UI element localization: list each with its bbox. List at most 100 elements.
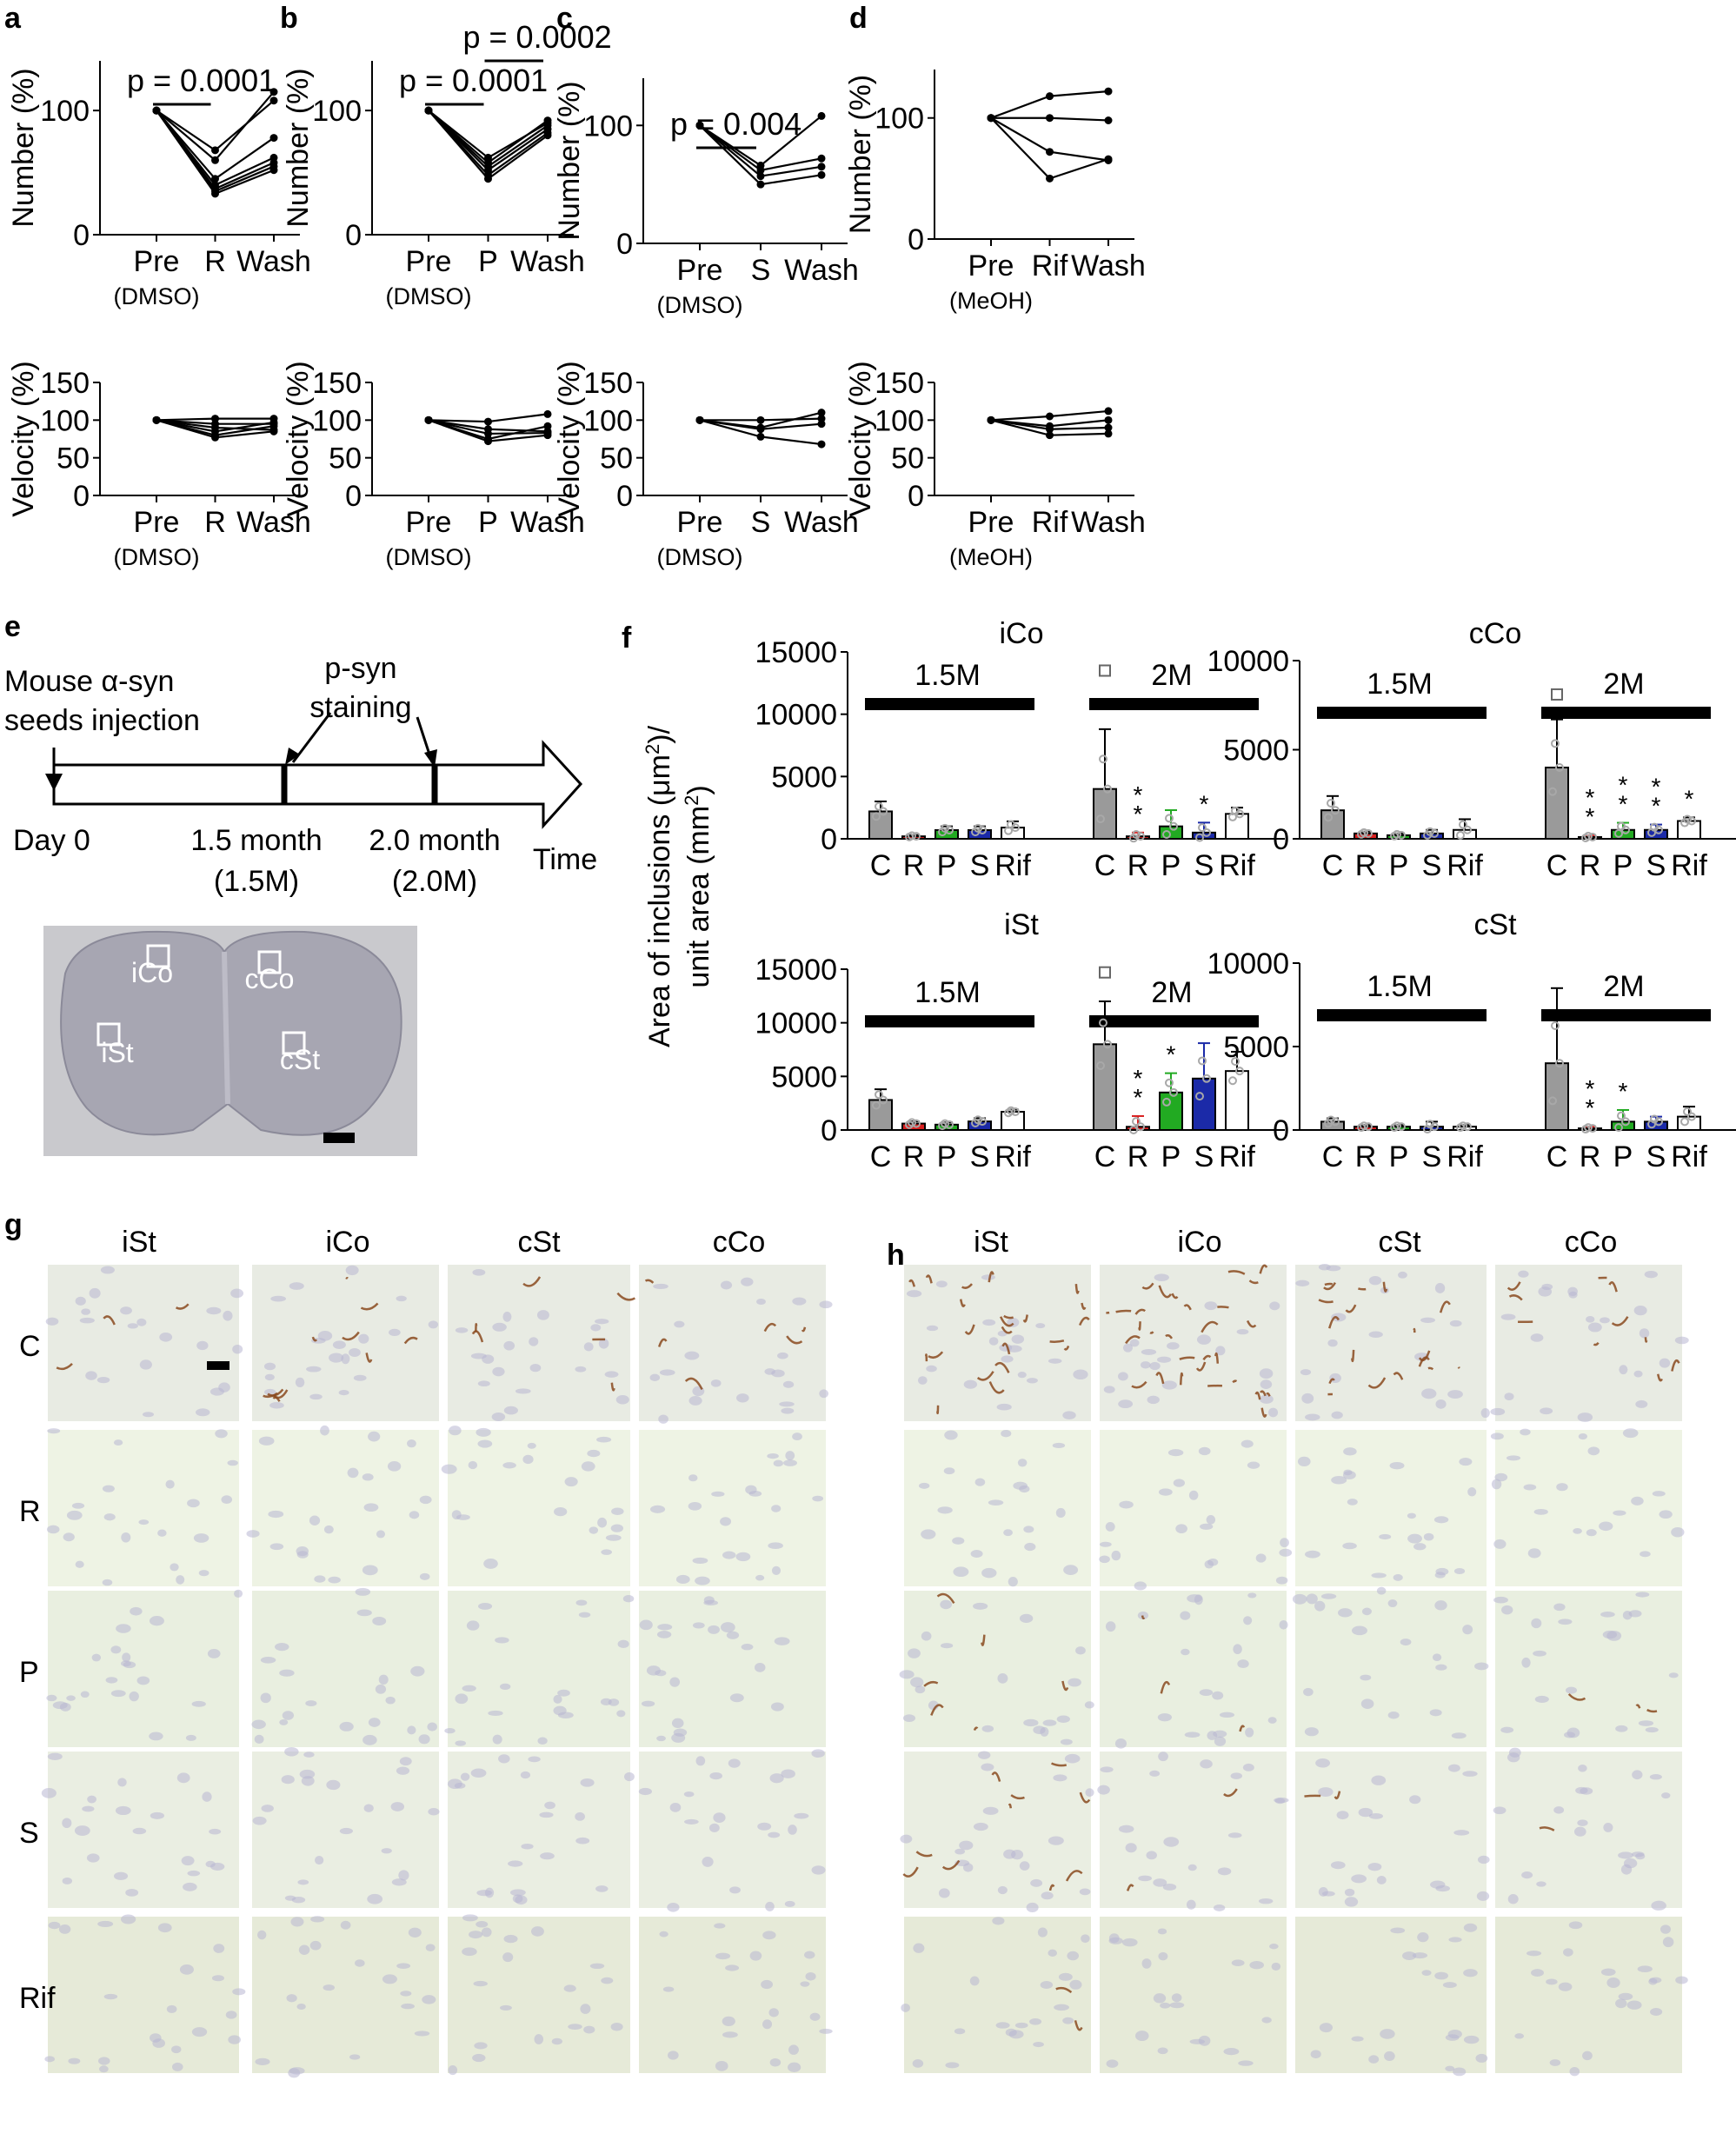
cell-nucleus bbox=[527, 1442, 536, 1449]
micrograph-tile bbox=[246, 1425, 439, 1586]
data-point bbox=[987, 114, 995, 123]
cell-nucleus bbox=[902, 1714, 916, 1723]
replicate-marker bbox=[1169, 821, 1178, 831]
cell-nucleus bbox=[1233, 1644, 1242, 1655]
replicate-marker bbox=[1162, 829, 1171, 839]
y-tick-label: 100 bbox=[312, 95, 362, 128]
psyn-inclusion bbox=[1657, 1373, 1663, 1382]
psyn-inclusion bbox=[1051, 1762, 1068, 1767]
cell-nucleus bbox=[589, 1526, 599, 1534]
cell-nucleus bbox=[286, 1994, 297, 2003]
cell-nucleus bbox=[662, 1986, 675, 1992]
micrograph-tile bbox=[448, 1265, 636, 1422]
replicate-marker bbox=[1459, 1121, 1467, 1131]
cell-nucleus bbox=[616, 1710, 626, 1718]
cell-nucleus bbox=[769, 2057, 782, 2067]
cell-nucleus bbox=[400, 1991, 412, 1997]
cell-nucleus bbox=[794, 1812, 809, 1819]
cell-nucleus bbox=[1645, 1727, 1659, 1733]
cell-nucleus bbox=[1258, 1898, 1274, 1904]
data-point bbox=[424, 415, 433, 424]
x-tick-label: Wash bbox=[236, 245, 311, 278]
cell-nucleus bbox=[1180, 1611, 1191, 1620]
cell-nucleus bbox=[598, 1338, 609, 1349]
data-point bbox=[1046, 431, 1054, 440]
cell-nucleus bbox=[341, 1353, 350, 1365]
data-point bbox=[484, 437, 492, 446]
cell-nucleus bbox=[1407, 1533, 1422, 1544]
cell-nucleus bbox=[540, 1852, 555, 1860]
column-label: iSt bbox=[122, 1226, 156, 1259]
cell-nucleus bbox=[1534, 1695, 1549, 1703]
psyn-inclusion bbox=[342, 1331, 360, 1341]
psyn-inclusion bbox=[1259, 1264, 1268, 1274]
cell-nucleus bbox=[597, 1517, 608, 1528]
psyn-inclusion bbox=[1078, 1316, 1090, 1326]
cell-nucleus bbox=[358, 1333, 369, 1344]
cell-nucleus bbox=[1111, 1550, 1121, 1561]
cell-nucleus bbox=[551, 2037, 562, 2045]
cell-nucleus bbox=[495, 1637, 509, 1644]
cell-nucleus bbox=[269, 1401, 284, 1409]
cell-nucleus bbox=[310, 1916, 325, 1923]
cell-nucleus bbox=[1417, 1931, 1429, 1943]
cell-nucleus bbox=[982, 1806, 999, 1815]
psyn-inclusion bbox=[1248, 1280, 1259, 1285]
replicate-marker bbox=[908, 831, 916, 841]
cell-nucleus bbox=[129, 1691, 139, 1702]
cell-nucleus bbox=[1463, 1923, 1478, 1932]
bar bbox=[1545, 1062, 1569, 1131]
cell-nucleus bbox=[952, 1537, 965, 1545]
replicate-marker bbox=[1687, 1112, 1696, 1121]
replicate-marker bbox=[1650, 822, 1659, 832]
y-tick-label: 5000 bbox=[1223, 1031, 1289, 1064]
cell-nucleus bbox=[1447, 2029, 1462, 2039]
micrograph-tile bbox=[1295, 1917, 1488, 2077]
group-bar bbox=[1317, 1009, 1487, 1021]
replicate-marker bbox=[1430, 828, 1439, 838]
cell-nucleus bbox=[1138, 1875, 1153, 1882]
group-bar bbox=[865, 698, 1034, 710]
cell-nucleus bbox=[122, 1652, 131, 1663]
cell-nucleus bbox=[1204, 1301, 1218, 1311]
cell-nucleus bbox=[492, 1366, 505, 1377]
cell-nucleus bbox=[407, 1725, 416, 1735]
cell-nucleus bbox=[970, 1549, 983, 1559]
cell-nucleus bbox=[781, 1769, 795, 1778]
cell-nucleus bbox=[1240, 1439, 1254, 1448]
cell-nucleus bbox=[995, 2022, 1010, 2029]
x-tick-label: S bbox=[1194, 1140, 1214, 1173]
significance-star: * bbox=[1619, 791, 1628, 818]
data-point bbox=[756, 432, 765, 441]
cell-nucleus bbox=[455, 1693, 469, 1705]
cell-nucleus bbox=[1121, 1938, 1138, 1947]
cell-nucleus bbox=[1300, 1369, 1312, 1376]
cell-nucleus bbox=[270, 1295, 287, 1302]
psyn-inclusion bbox=[1179, 1356, 1195, 1360]
data-point bbox=[1046, 174, 1054, 183]
cell-nucleus bbox=[1587, 1322, 1602, 1333]
cell-nucleus bbox=[703, 1599, 719, 1606]
cell-nucleus bbox=[246, 1530, 260, 1538]
cell-nucleus bbox=[1184, 1732, 1201, 1738]
x-tick-label: Pre bbox=[406, 245, 452, 278]
cell-nucleus bbox=[206, 1306, 222, 1315]
cell-nucleus bbox=[368, 1431, 381, 1442]
cell-nucleus bbox=[1493, 1806, 1507, 1815]
row-label: Rif bbox=[19, 1982, 56, 2015]
cell-nucleus bbox=[381, 1848, 392, 1854]
cell-nucleus bbox=[1153, 1993, 1167, 2004]
cell-nucleus bbox=[1295, 1280, 1310, 1286]
y-tick-label: 100 bbox=[40, 95, 90, 128]
cell-nucleus bbox=[1384, 2051, 1395, 2062]
x-tick-label: R bbox=[1127, 1140, 1149, 1173]
data-point bbox=[543, 431, 552, 440]
cell-nucleus bbox=[1662, 1937, 1674, 1948]
micrograph-tile bbox=[44, 1914, 246, 2073]
cell-nucleus bbox=[767, 1452, 779, 1459]
cell-nucleus bbox=[564, 1477, 578, 1487]
line-chart-d-number: 0 100 Pre Rif Wash (MeOH) Number (%) bbox=[844, 70, 1146, 314]
